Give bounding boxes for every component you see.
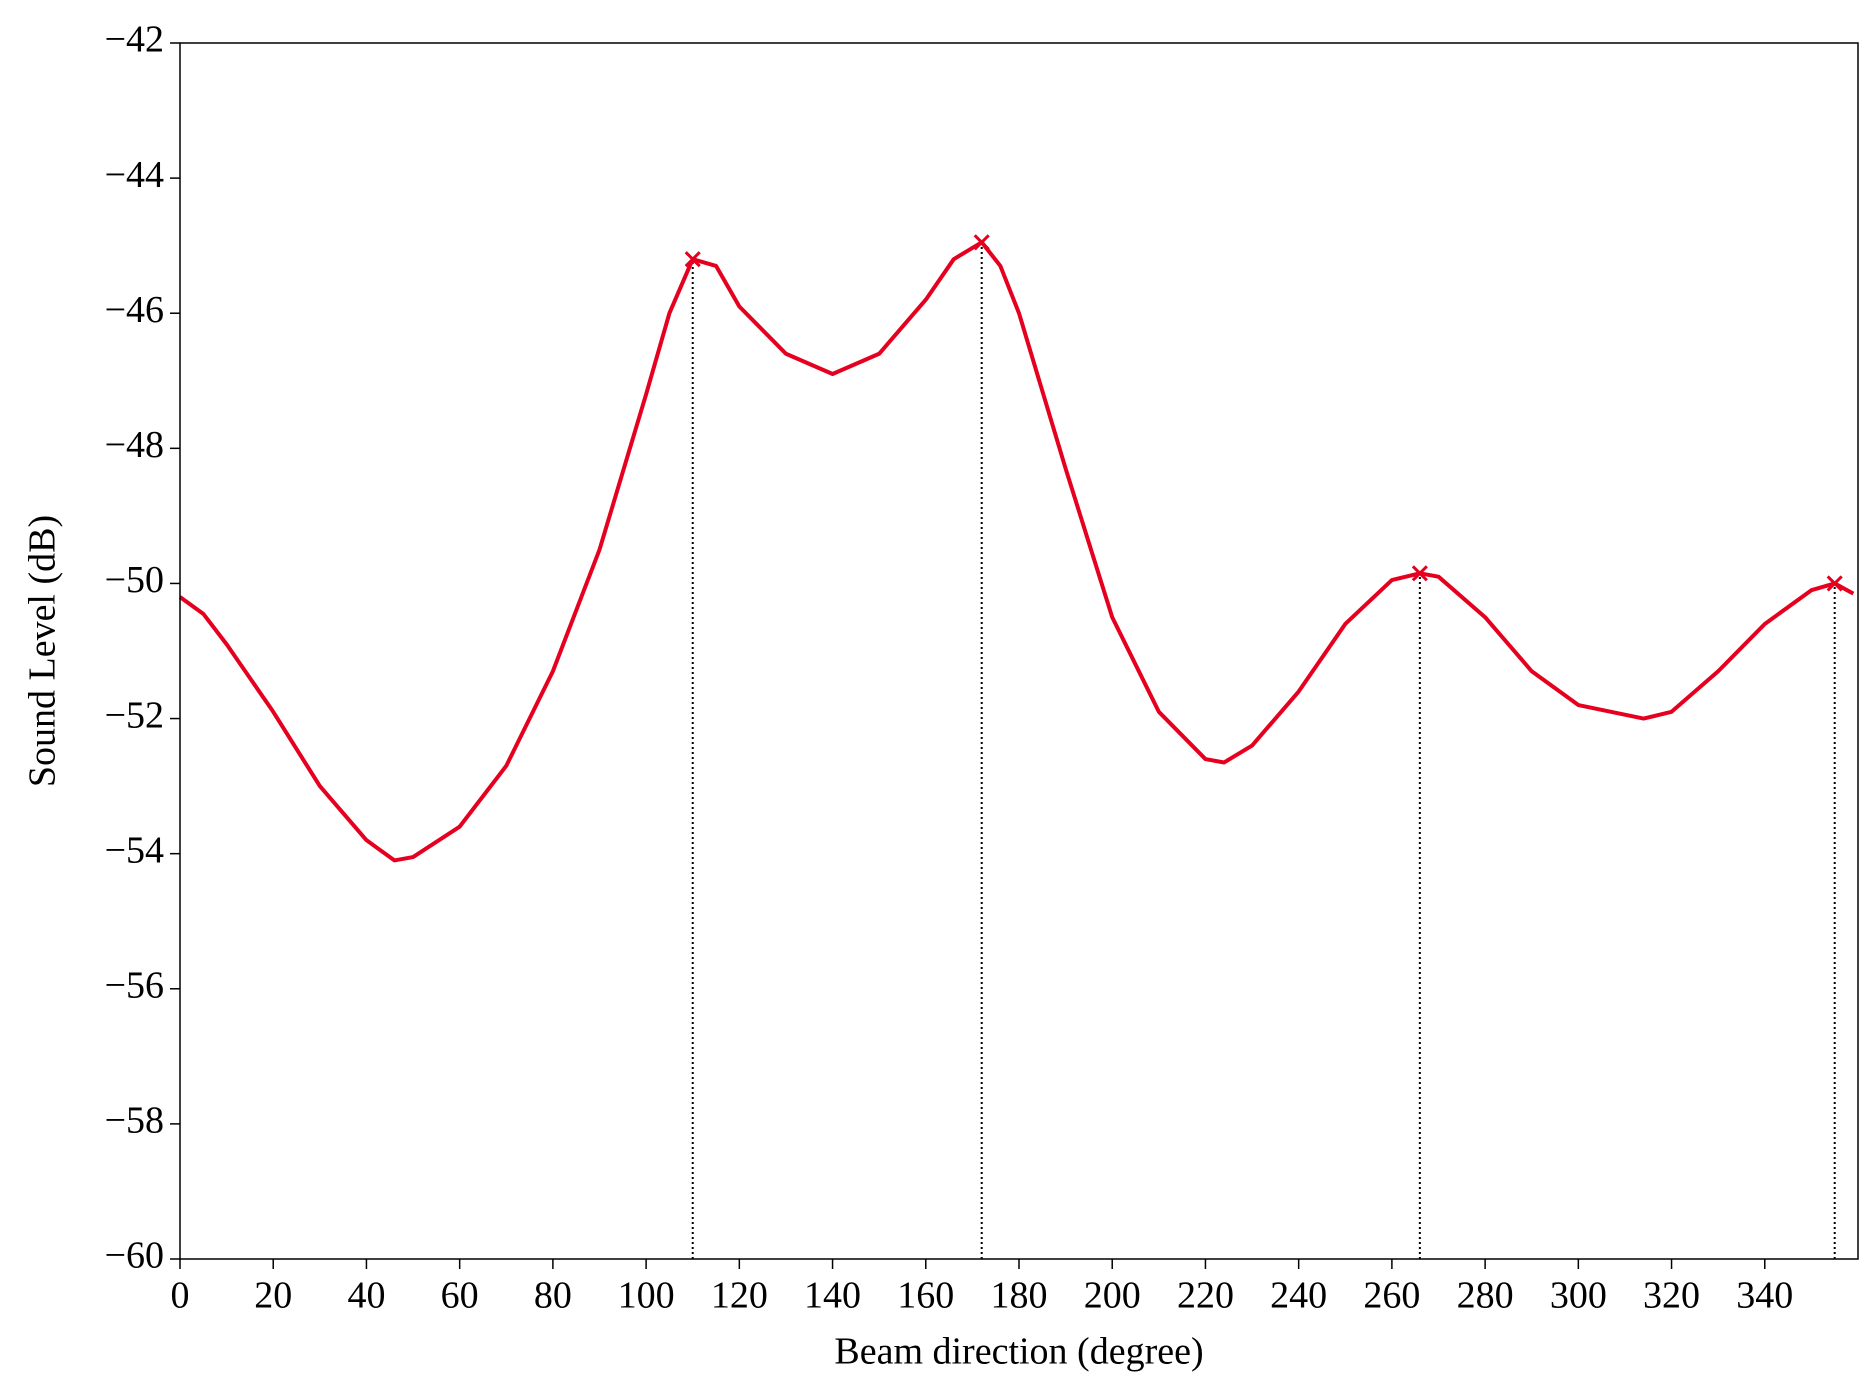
x-tick-label: 280 xyxy=(1457,1275,1514,1317)
y-tick-label: −56 xyxy=(105,964,164,1006)
x-tick-label: 20 xyxy=(254,1275,292,1317)
y-tick-label: −54 xyxy=(105,829,164,871)
x-tick-label: 260 xyxy=(1363,1275,1420,1317)
x-tick-label: 100 xyxy=(618,1275,675,1317)
line-series xyxy=(178,240,1855,863)
x-tick-label: 240 xyxy=(1270,1275,1327,1317)
x-tick-label: 160 xyxy=(897,1275,954,1317)
y-tick-label: −44 xyxy=(105,154,164,196)
x-axis-label: Beam direction (degree) xyxy=(834,1331,1203,1373)
x-tick-label: 200 xyxy=(1084,1275,1141,1317)
y-tick-label: −52 xyxy=(105,694,164,736)
y-tick-label: −60 xyxy=(105,1235,164,1277)
y-tick-label: −58 xyxy=(105,1100,164,1142)
x-tick-label: 140 xyxy=(804,1275,861,1317)
y-tick-label: −42 xyxy=(105,19,164,61)
x-tick-label: 0 xyxy=(171,1275,190,1317)
x-tick-label: 180 xyxy=(991,1275,1048,1317)
x-tick-label: 120 xyxy=(711,1275,768,1317)
y-tick-label: −48 xyxy=(105,424,164,466)
peak-marker xyxy=(1826,575,1843,592)
x-tick-label: 300 xyxy=(1550,1275,1607,1317)
peak-marker xyxy=(684,251,701,268)
peak-marker xyxy=(973,234,990,251)
x-tick-label: 220 xyxy=(1177,1275,1234,1317)
peak-marker xyxy=(1411,565,1428,582)
x-tick-label: 340 xyxy=(1736,1275,1793,1317)
x-tick-label: 60 xyxy=(441,1275,479,1317)
x-tick-label: 320 xyxy=(1643,1275,1700,1317)
x-tick-label: 40 xyxy=(347,1275,385,1317)
y-tick-label: −46 xyxy=(105,289,164,331)
y-tick-label: −50 xyxy=(105,559,164,601)
y-axis-label: Sound Level (dB) xyxy=(22,515,64,787)
plot-frame xyxy=(179,42,1859,1260)
x-tick-label: 80 xyxy=(534,1275,572,1317)
